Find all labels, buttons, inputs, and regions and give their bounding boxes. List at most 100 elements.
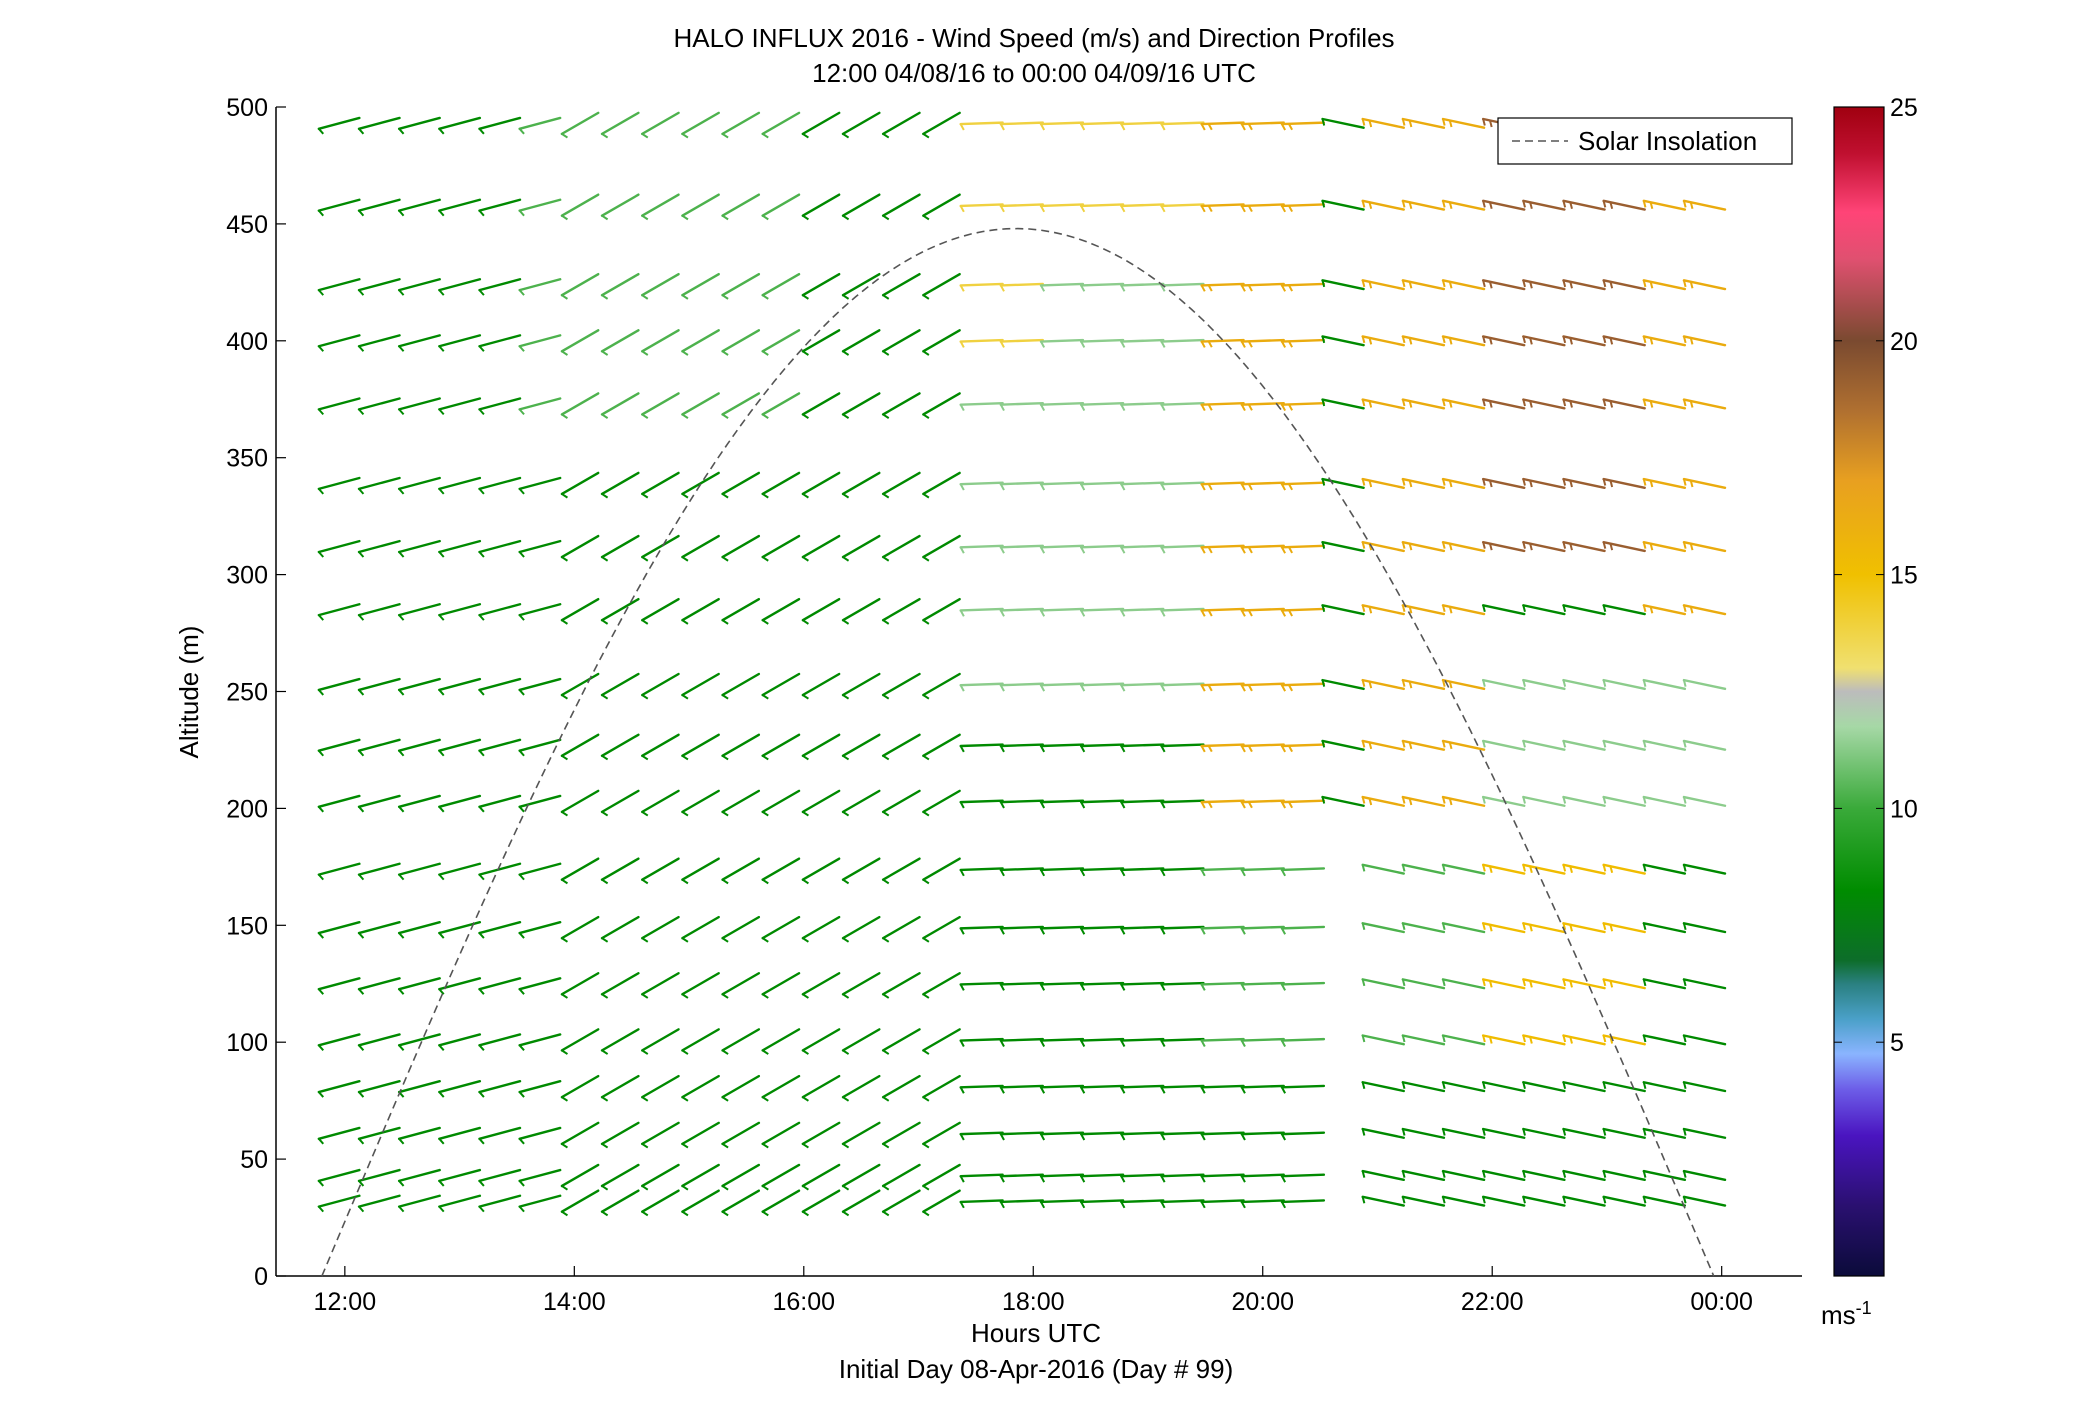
wind-barb-flag bbox=[1408, 480, 1413, 488]
wind-barb-flag bbox=[561, 556, 569, 562]
wind-barb-flag bbox=[1281, 341, 1286, 348]
wind-barb-shaft bbox=[438, 1079, 482, 1094]
wind-barb-flag bbox=[999, 284, 1005, 292]
wind-barb-flag bbox=[1240, 801, 1246, 809]
wind-barb-flag bbox=[478, 614, 485, 621]
wind-barb-flag bbox=[802, 1096, 809, 1102]
wind-barb-shaft bbox=[640, 1163, 680, 1188]
wind-barb-shaft bbox=[518, 738, 562, 752]
wind-barb-flag bbox=[518, 128, 525, 135]
wind-barb-flag bbox=[1321, 740, 1326, 748]
wind-barb-flag bbox=[1040, 927, 1046, 935]
wind-barb-flag bbox=[999, 745, 1005, 753]
wind-barb-shaft bbox=[1321, 199, 1365, 211]
wind-barb-shaft bbox=[1039, 338, 1085, 343]
wind-barb-flag bbox=[842, 294, 850, 300]
wind-barb-shaft bbox=[999, 743, 1044, 748]
wind-barb-shaft bbox=[841, 1074, 881, 1099]
wind-barb-flag bbox=[882, 556, 890, 562]
wind-barb-shaft bbox=[761, 329, 801, 353]
wind-barb-flag bbox=[1642, 1170, 1647, 1178]
wind-barb-flag bbox=[438, 289, 445, 296]
wind-barb-shaft bbox=[1200, 203, 1245, 208]
wind-barb-flag bbox=[518, 408, 525, 416]
wind-barb-shaft bbox=[881, 597, 921, 622]
wind-barb-flag bbox=[882, 214, 890, 221]
wind-barb-flag bbox=[438, 806, 445, 813]
wind-barb-shaft bbox=[999, 1173, 1044, 1178]
wind-barb-flag bbox=[1689, 281, 1694, 289]
wind-barb-flag bbox=[641, 878, 649, 885]
wind-barb-flag bbox=[1569, 281, 1573, 289]
wind-barb-shaft bbox=[1481, 1081, 1526, 1093]
wind-barb-flag bbox=[1522, 280, 1526, 288]
wind-barb-flag bbox=[1682, 1170, 1687, 1178]
wind-barb-shaft bbox=[1361, 398, 1405, 410]
wind-barb-flag bbox=[318, 988, 325, 995]
wind-barb-shaft bbox=[640, 1028, 680, 1052]
wind-barb-shaft bbox=[1361, 922, 1405, 934]
wind-barb-flag bbox=[922, 754, 930, 761]
wind-barb-flag bbox=[882, 754, 890, 761]
wind-barb-shaft bbox=[1120, 607, 1165, 612]
wind-barb-shaft bbox=[438, 1194, 482, 1208]
wind-barb-flag bbox=[1562, 796, 1567, 804]
wind-barb-shaft bbox=[1120, 799, 1165, 804]
wind-barb-flag bbox=[601, 1210, 609, 1217]
wind-barb-shaft bbox=[438, 738, 482, 752]
wind-barb-flag bbox=[1522, 796, 1526, 804]
wind-barb-flag bbox=[1562, 1082, 1567, 1090]
wind-barb-flag bbox=[1207, 609, 1213, 617]
wind-barb-flag bbox=[1207, 546, 1213, 554]
wind-barb-shaft bbox=[1120, 1199, 1165, 1204]
wind-barb-flag bbox=[1408, 798, 1413, 806]
wind-barb-shaft bbox=[1401, 863, 1446, 875]
wind-barb-shaft bbox=[1120, 544, 1165, 549]
x-tick-label: 22:00 bbox=[1461, 1288, 1524, 1316]
wind-barb-shaft bbox=[801, 915, 841, 940]
wind-barb-flag bbox=[1442, 1082, 1446, 1090]
wind-barb-shaft bbox=[438, 476, 482, 491]
wind-barb-shaft bbox=[438, 397, 482, 411]
wind-barb-shaft bbox=[922, 789, 961, 814]
wind-barb-shaft bbox=[999, 338, 1044, 343]
wind-barb-flag bbox=[561, 133, 569, 139]
wind-barb-shaft bbox=[1642, 398, 1687, 410]
wind-barb-flag bbox=[721, 556, 729, 562]
wind-barb-flag bbox=[1160, 745, 1166, 753]
wind-barb-flag bbox=[438, 209, 445, 217]
wind-barb-shaft bbox=[1602, 335, 1646, 347]
wind-barb-flag bbox=[1682, 336, 1687, 344]
wind-barb-flag bbox=[959, 1201, 965, 1209]
x-axis-label: Hours UTC bbox=[971, 1318, 1101, 1348]
wind-barb-flag bbox=[1040, 684, 1046, 692]
wind-barb-flag bbox=[1207, 483, 1213, 491]
wind-barb-flag bbox=[1281, 684, 1286, 692]
wind-barb-flag bbox=[1368, 681, 1373, 689]
wind-barb-flag bbox=[802, 993, 809, 999]
wind-barb-shaft bbox=[357, 677, 401, 692]
wind-barb-shaft bbox=[841, 597, 881, 622]
wind-barb-shaft bbox=[1240, 1037, 1285, 1042]
wind-barb-flag bbox=[478, 932, 485, 939]
wind-barb-shaft bbox=[761, 1163, 801, 1188]
wind-barb-flag bbox=[1482, 280, 1486, 288]
wind-barb-flag bbox=[1401, 478, 1406, 486]
wind-barb-shaft bbox=[397, 977, 441, 991]
wind-barb-shaft bbox=[922, 1121, 961, 1146]
wind-barb-flag bbox=[1247, 284, 1253, 292]
wind-barb-flag bbox=[1160, 684, 1166, 692]
wind-barb-flag bbox=[681, 493, 689, 499]
wind-barb-flag bbox=[882, 993, 890, 999]
wind-barb-flag bbox=[478, 289, 485, 296]
wind-barb-shaft bbox=[1682, 1195, 1727, 1207]
wind-barb-flag bbox=[1401, 118, 1406, 126]
wind-barb-shaft bbox=[881, 111, 921, 136]
wind-barb-flag bbox=[1321, 605, 1326, 613]
wind-barb-flag bbox=[478, 873, 485, 881]
wind-barb-shaft bbox=[438, 278, 482, 292]
wind-barb-flag bbox=[721, 214, 729, 221]
colorbar-unit-base: ms bbox=[1821, 1300, 1856, 1330]
wind-barb-flag bbox=[1120, 1086, 1126, 1094]
wind-barb-flag bbox=[1642, 541, 1647, 549]
